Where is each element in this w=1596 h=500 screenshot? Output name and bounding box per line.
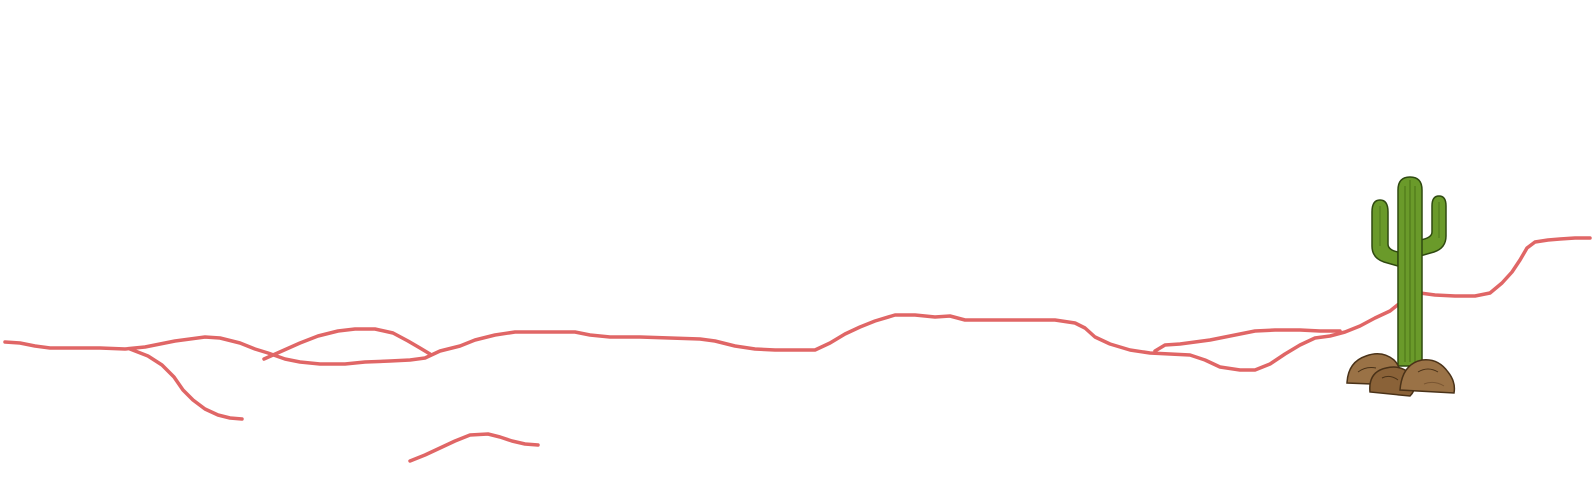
ground-line-hump — [262, 327, 432, 361]
rock-crack — [1357, 367, 1377, 373]
rock-crack — [1381, 375, 1399, 381]
rock-crack — [1423, 381, 1445, 387]
rock-crack — [1417, 368, 1439, 373]
ground-line-right-overlap — [1153, 328, 1342, 353]
cactus-left-arm — [1371, 199, 1399, 267]
saguaro-cactus-icon — [1371, 176, 1447, 367]
ground-line-fragment-bottom — [408, 432, 540, 463]
ground-line-dip-left — [128, 347, 244, 421]
rock-pile-icon — [1346, 353, 1456, 397]
